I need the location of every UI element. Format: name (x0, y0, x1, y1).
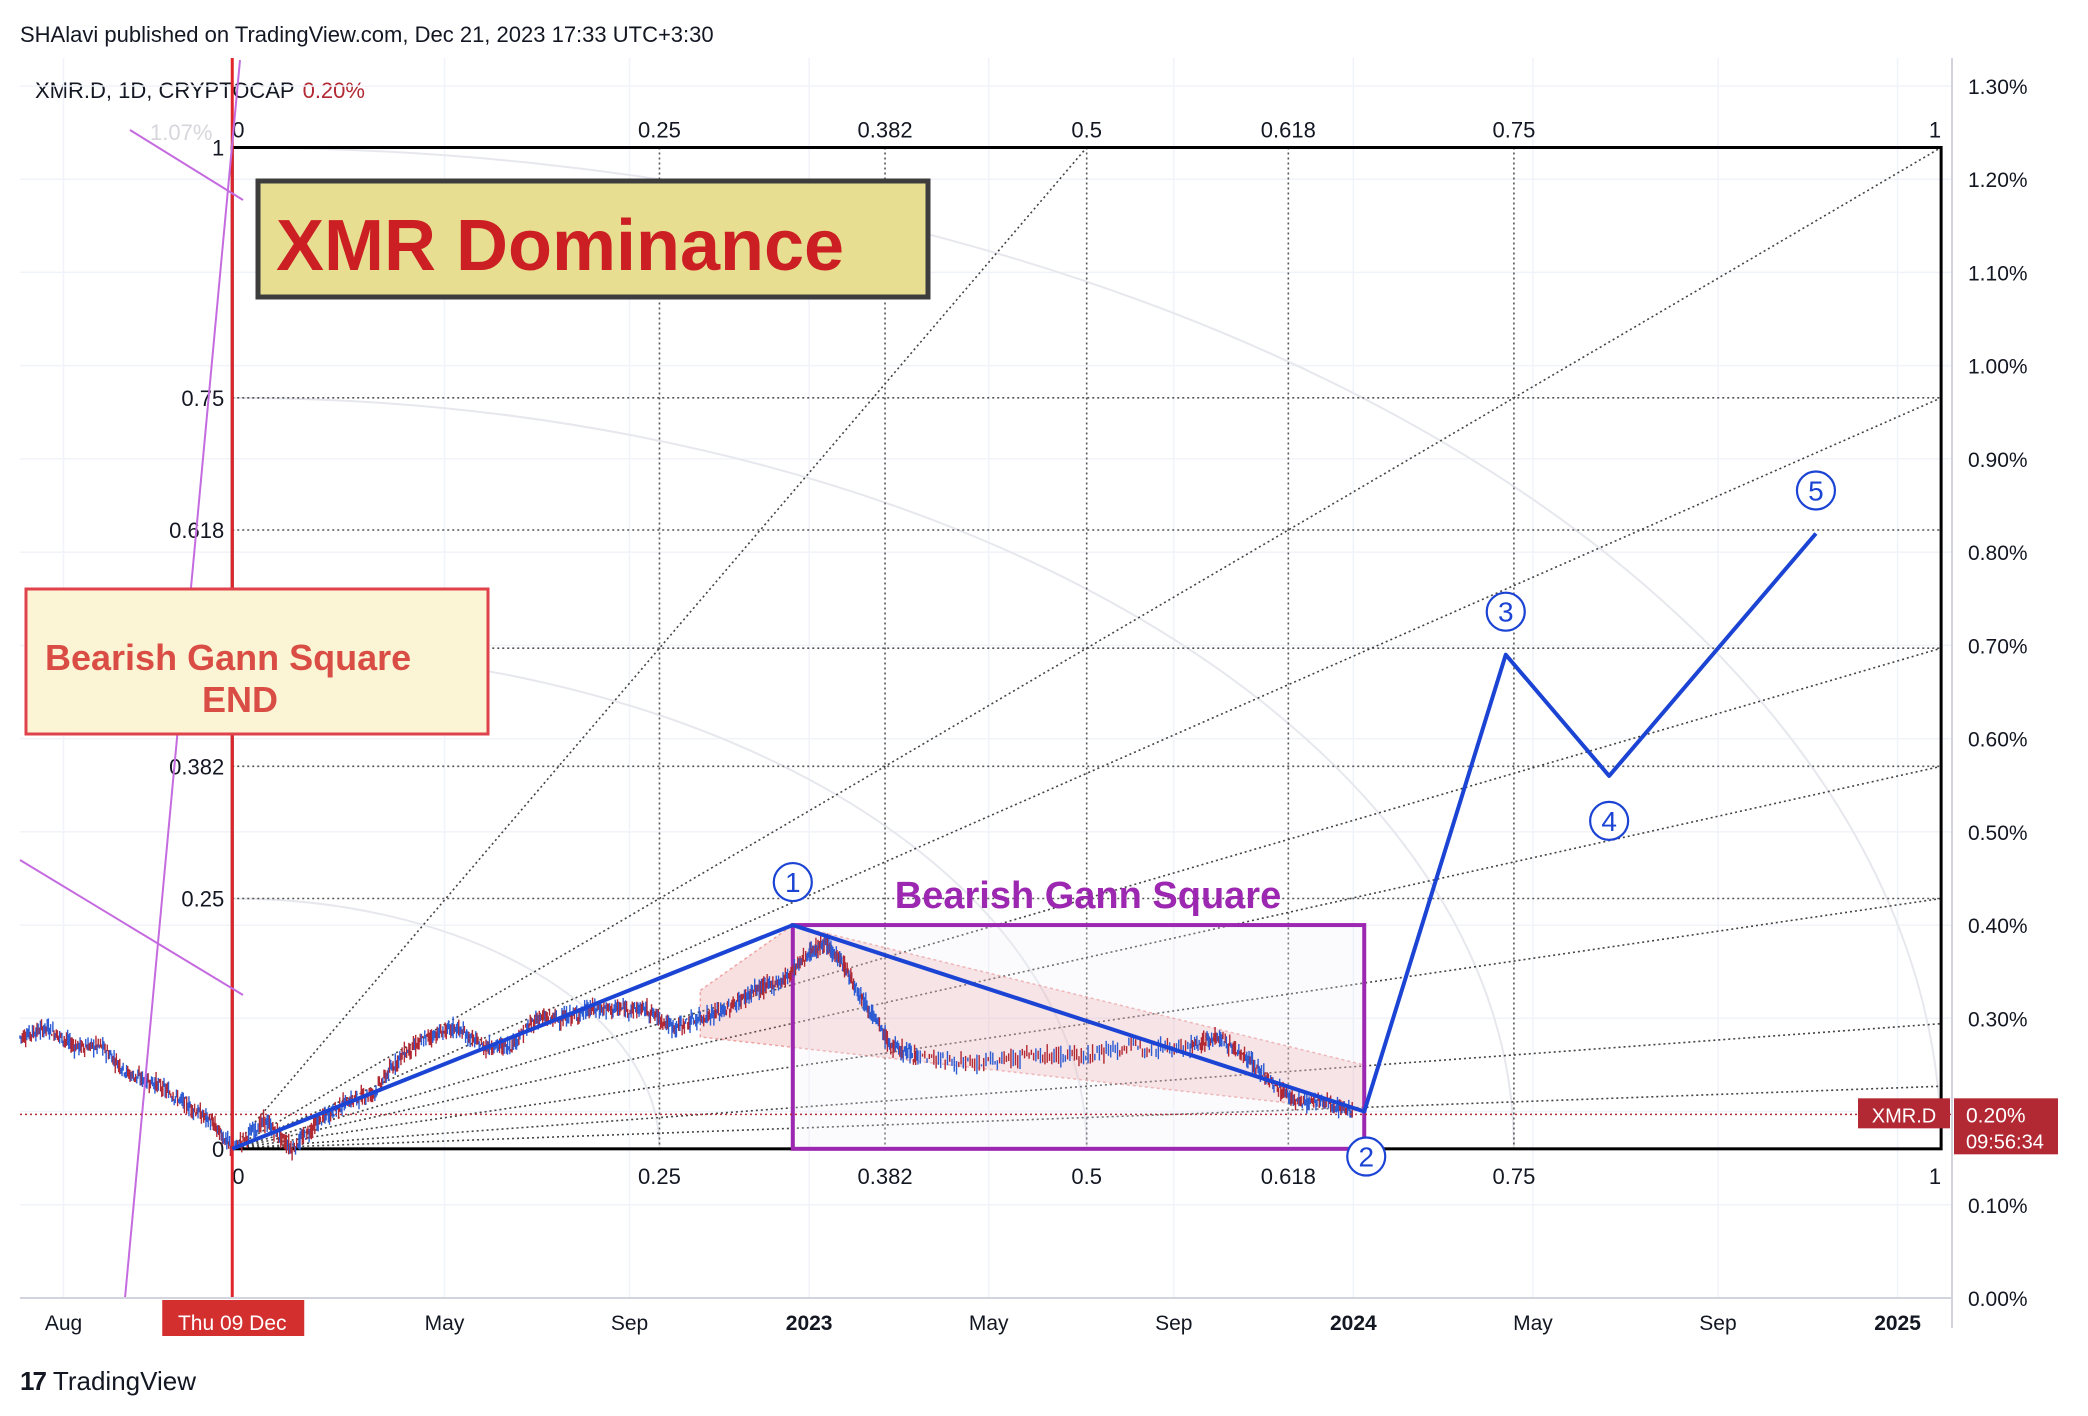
wave-label-circle (772, 861, 813, 903)
x-tick-label: 2025 (1874, 1312, 1921, 1335)
cursor-date-label: Thu 09 Dec (178, 1312, 287, 1335)
y-tick-label: 0.60% (1968, 729, 2028, 752)
y-tick-label: 0.70% (1968, 635, 2028, 658)
end-box-line2: END (202, 679, 278, 720)
price-badge-value: 0.20% (1966, 1104, 2026, 1127)
price-badge-bg (1954, 1098, 2058, 1155)
gann-bottom-label: 0.5 (1071, 1164, 1102, 1189)
price-badge-symbol-bg (1858, 1098, 1950, 1129)
gann-left-label: 0.75 (181, 386, 224, 411)
y-tick-label: 0.90% (1968, 449, 2028, 472)
y-tick-label: 1.00% (1968, 356, 2028, 379)
end-box-line1: Bearish Gann Square (45, 637, 411, 678)
x-tick-label: Sep (611, 1312, 648, 1335)
wave-label-circle (1795, 470, 1837, 511)
purple-trendline (129, 129, 244, 201)
price-badge-symbol: XMR.D (1872, 1105, 1936, 1127)
symbol-name: XMR.D, 1D, CRYPTOCAP (35, 78, 295, 103)
title-box (255, 178, 931, 300)
gann-left-label: 0 (212, 1137, 224, 1162)
bearish-wedge-zone (699, 924, 1365, 1113)
wave-label-circle (1485, 591, 1526, 632)
purple-trendline (19, 859, 244, 996)
y-tick-label: 1.20% (1968, 169, 2028, 192)
symbol-legend: XMR.D, 1D, CRYPTOCAP 0.20% (35, 78, 365, 104)
cursor-date-bg (162, 1300, 305, 1336)
gann-left-label: 0.25 (181, 886, 224, 911)
gann-top-label: 0.75 (1492, 118, 1535, 143)
gann-left-label: 0.382 (169, 754, 224, 779)
bearish-gann-square-label: Bearish Gann Square (895, 875, 1281, 917)
gann-fan-line (232, 1022, 1942, 1150)
x-tick-label: May (969, 1312, 1009, 1335)
price-badge-countdown: 09:56:34 (1966, 1131, 2044, 1153)
wave-label-5: 5 (1808, 475, 1824, 506)
gann-bottom-label: 0 (232, 1164, 244, 1189)
bearish-gann-square-box (790, 923, 1367, 1151)
brand-name: TradingView (52, 1366, 196, 1396)
x-tick-label: Sep (1699, 1312, 1736, 1335)
x-tick-label: 2023 (786, 1312, 833, 1335)
tradingview-brand[interactable]: 17 TradingView (20, 1366, 196, 1397)
y-tick-label: 0.80% (1968, 542, 2028, 565)
gann-top-label: 0.5 (1071, 118, 1102, 143)
y-tick-label: 0.30% (1968, 1008, 2028, 1031)
tradingview-logo-icon: 17 (20, 1366, 47, 1396)
wave-label-3: 3 (1498, 597, 1514, 628)
gann-fan-line (232, 647, 1942, 1150)
wave-label-2: 2 (1358, 1142, 1374, 1173)
gann-fan-line (232, 1085, 1942, 1150)
x-tick-label: Sep (1155, 1312, 1192, 1335)
gann-bottom-label: 0.25 (638, 1164, 681, 1189)
gann-bottom-label: 1 (1929, 1164, 1941, 1189)
gann-top-label: 0 (232, 118, 244, 143)
symbol-change: 0.20% (302, 78, 365, 103)
x-tick-label: May (1513, 1312, 1553, 1335)
x-tick-label: 2024 (1330, 1312, 1377, 1335)
x-tick-label: May (425, 1312, 465, 1335)
end-box (24, 587, 490, 736)
y-tick-label: 0.40% (1968, 915, 2028, 938)
gann-top-label: 0.382 (858, 118, 913, 143)
wave-label-1: 1 (785, 867, 801, 898)
y-tick-label: 0.00% (1968, 1288, 2028, 1311)
gann-fan-line (231, 146, 1942, 1150)
gann-top-label: 1 (1929, 118, 1941, 143)
gann-fan-line (231, 146, 1088, 1150)
wave-label-circle (1589, 800, 1630, 841)
x-tick-label: Aug (45, 1312, 82, 1335)
gann-bottom-label: 0.618 (1261, 1164, 1316, 1189)
gann-fan-line (232, 765, 1942, 1150)
gann-top-label: 0.25 (638, 118, 681, 143)
y-tick-label: 0.50% (1968, 822, 2028, 845)
gann-bottom-label: 0.382 (858, 1164, 913, 1189)
gann-top-label: 0.618 (1261, 118, 1316, 143)
gann-left-label: 1 (212, 136, 224, 161)
y-tick-label: 1.10% (1968, 262, 2028, 285)
wave-label-circle (1346, 1136, 1387, 1177)
publisher-line: SHAlavi published on TradingView.com, De… (20, 22, 714, 47)
chart-title: XMR Dominance (276, 206, 844, 286)
wave-label-4: 4 (1601, 806, 1617, 837)
y-tick-label: 1.30% (1968, 76, 2028, 99)
gann-bottom-label: 0.75 (1492, 1164, 1535, 1189)
ghost-price-label: 1.07% (150, 120, 212, 145)
elliott-wave-line (231, 532, 1818, 1151)
y-tick-label: 0.10% (1968, 1195, 2028, 1218)
gann-fan-line (231, 397, 1942, 1150)
